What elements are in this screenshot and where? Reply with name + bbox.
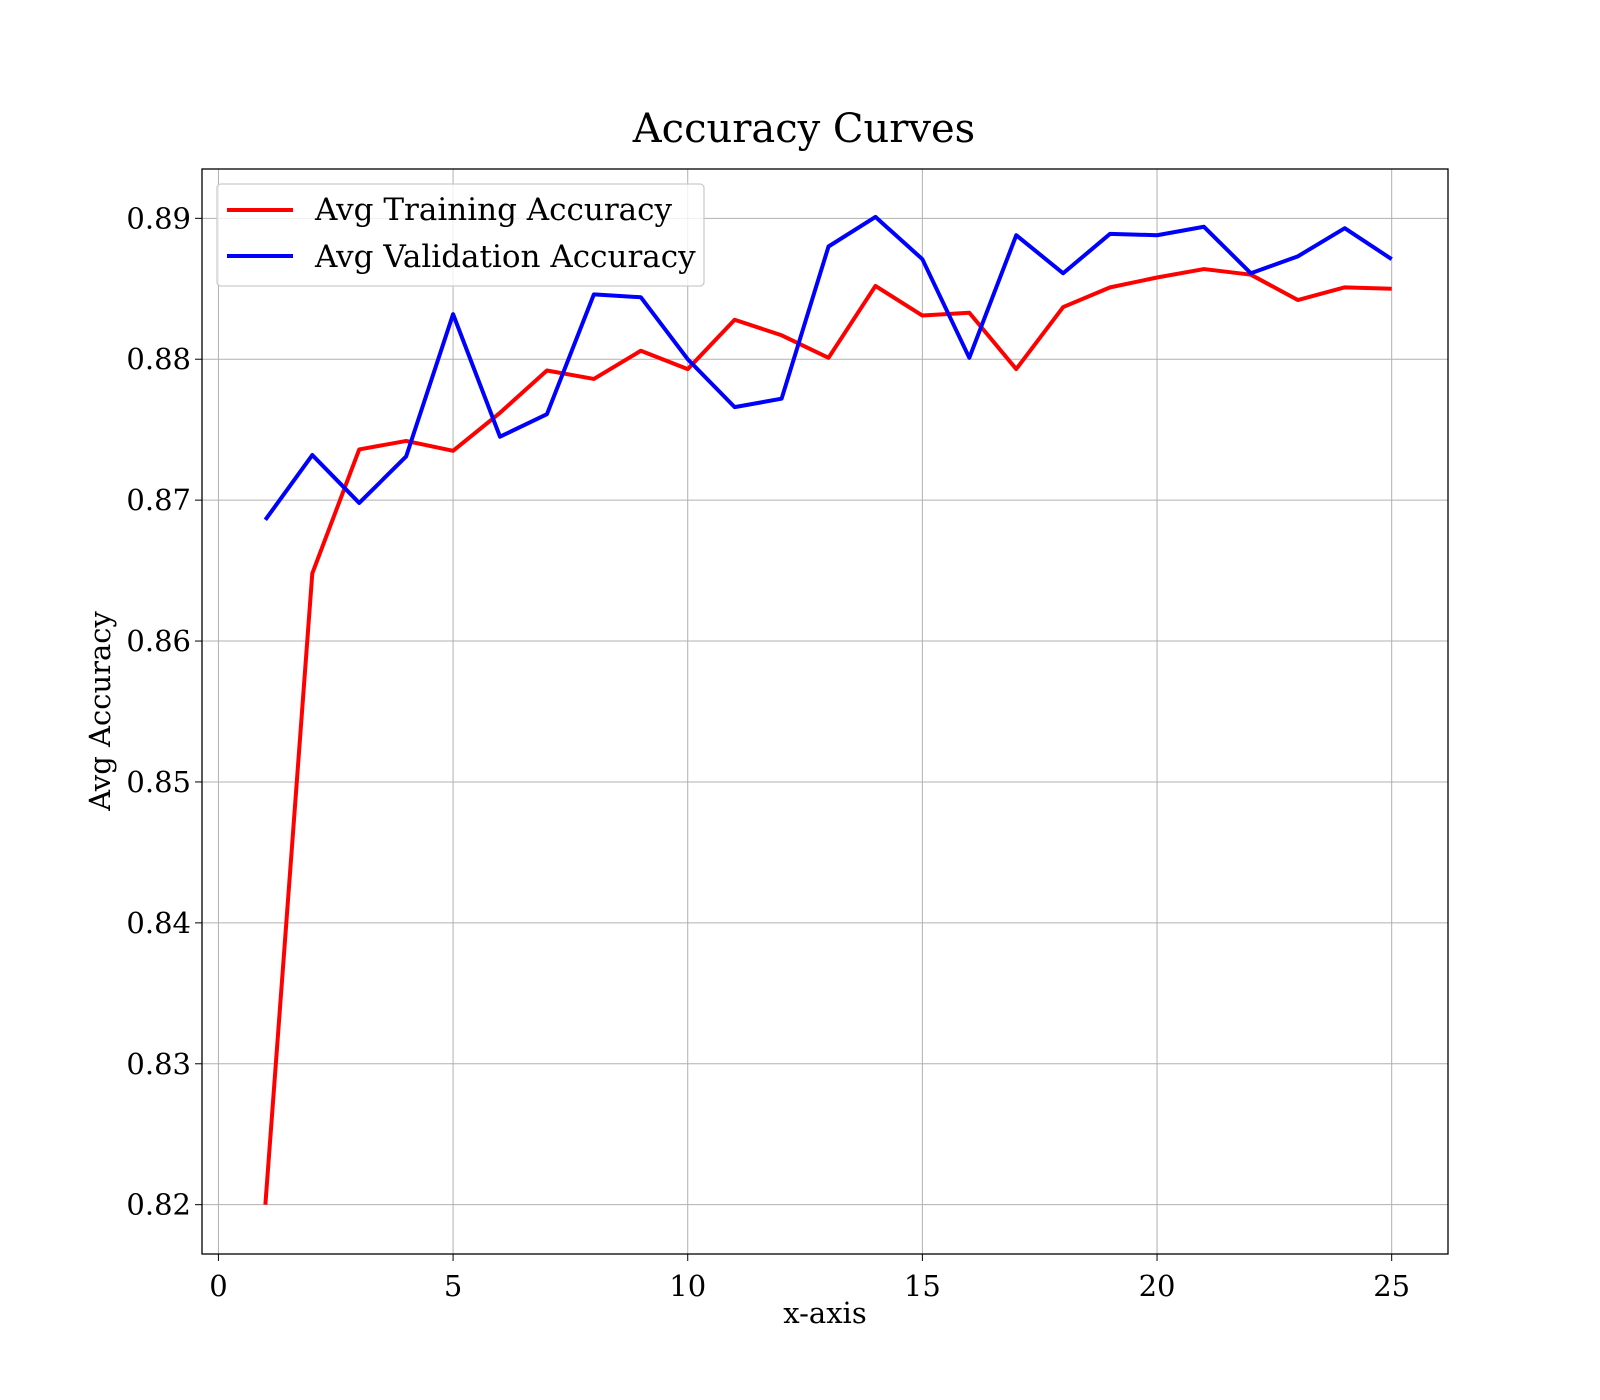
legend: Avg Training Accuracy Avg Validation Acc… — [216, 183, 705, 287]
grid-lines — [202, 169, 1448, 1254]
legend-label-training: Avg Training Accuracy — [314, 192, 673, 228]
plot-frame — [201, 168, 1449, 1255]
x-tick-label: 25 — [1373, 1269, 1410, 1303]
y-tick-label: 0.86 — [126, 624, 191, 658]
y-tick-label: 0.88 — [126, 342, 191, 376]
training-accuracy-line — [263, 267, 1392, 1205]
axis-ticks: 0 5 10 15 20 25 0.82 0.83 0.84 0.85 0.86 0.87 0.88 0.… — [126, 201, 1410, 1303]
x-tick-label: 20 — [1139, 1269, 1176, 1303]
x-tick-label: 15 — [904, 1269, 941, 1303]
x-tick-label: 5 — [444, 1269, 462, 1303]
legend-label-validation: Avg Validation Accuracy — [314, 239, 696, 275]
y-tick-label: 0.83 — [126, 1047, 191, 1081]
x-tick-label: 10 — [669, 1269, 706, 1303]
y-tick-label: 0.84 — [126, 906, 191, 940]
y-tick-label: 0.87 — [126, 483, 191, 517]
x-axis-title: x-axis — [783, 1296, 866, 1330]
legend-box — [216, 183, 705, 287]
chart-title: Accuracy Curves — [632, 106, 975, 152]
y-tick-label: 0.89 — [126, 201, 191, 235]
series-lines — [263, 214, 1393, 1205]
y-tick-label: 0.82 — [126, 1188, 191, 1222]
x-tick-label: 0 — [209, 1269, 227, 1303]
y-tick-label: 0.85 — [126, 765, 191, 799]
validation-accuracy-line — [263, 214, 1393, 522]
y-axis-title: Avg Accuracy — [83, 610, 117, 811]
